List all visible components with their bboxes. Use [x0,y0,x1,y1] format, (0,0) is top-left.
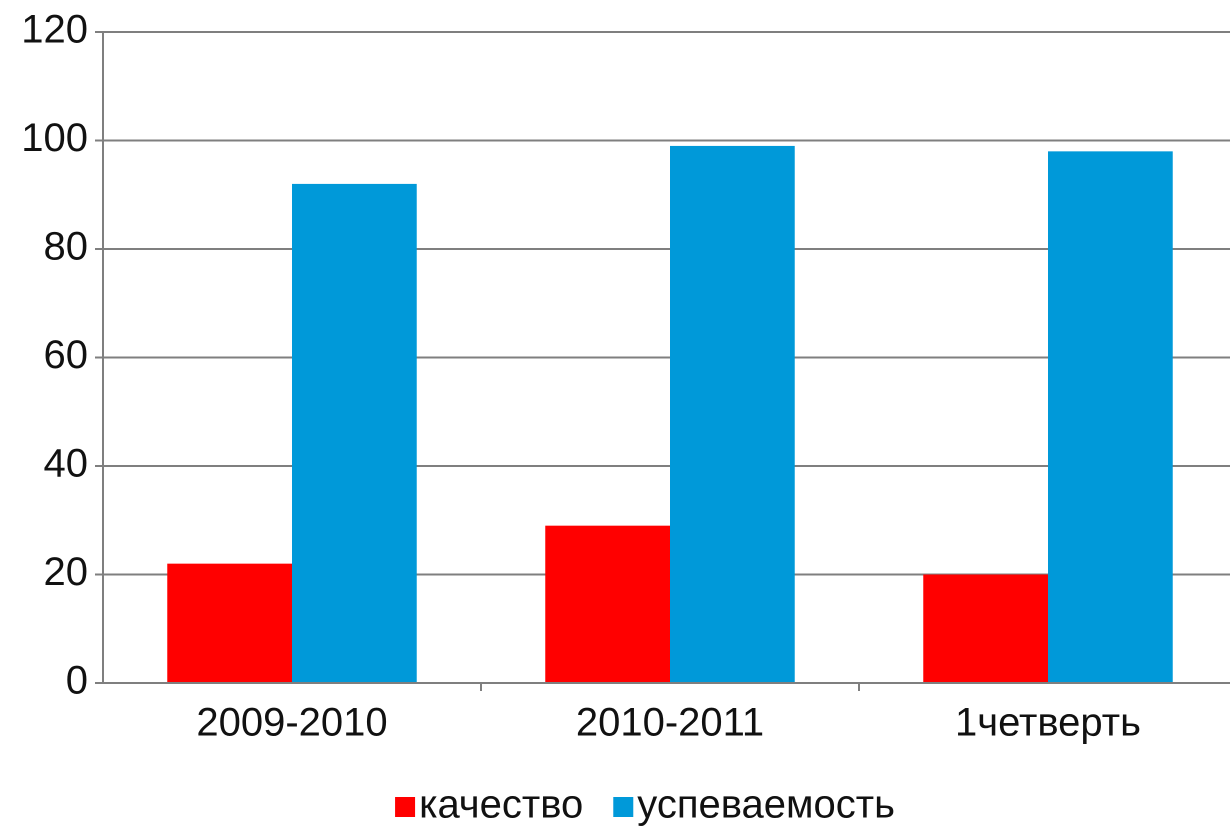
y-tick-label: 80 [44,225,89,269]
bar [545,525,670,683]
x-tick-label: 1четверть [955,701,1141,745]
y-tick-label: 40 [44,442,89,486]
legend-label: успеваемость [637,783,895,827]
y-tick-label: 60 [44,333,89,377]
bar [167,563,292,683]
y-tick-label: 0 [66,659,88,703]
bar [1048,151,1173,684]
legend-label: качество [419,783,583,827]
bar [923,574,1048,683]
bar [670,145,795,684]
x-tick-label: 2010-2011 [576,701,764,745]
y-tick-label: 120 [21,8,88,52]
y-tick-label: 20 [44,550,89,594]
legend-swatch [613,797,634,817]
y-tick-label: 100 [21,116,88,160]
legend-swatch [395,797,416,817]
x-tick-label: 2009-2010 [196,701,387,745]
bar [292,183,417,683]
